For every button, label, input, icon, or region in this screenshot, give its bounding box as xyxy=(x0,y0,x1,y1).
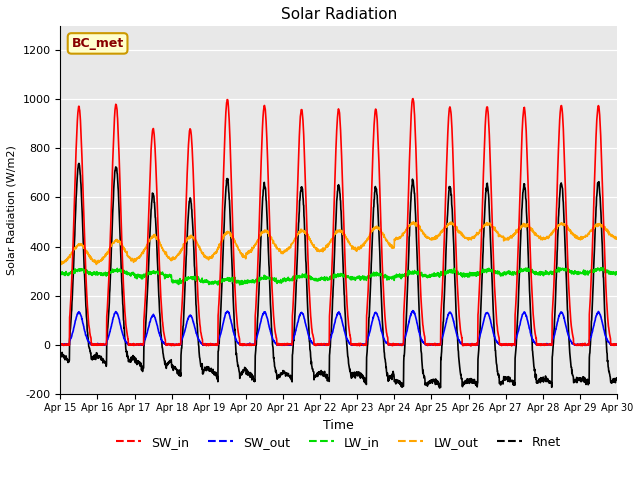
LW_in xyxy=(56,271,64,276)
SW_out xyxy=(56,342,64,348)
SW_out xyxy=(613,342,621,348)
Rnet xyxy=(367,271,375,277)
LW_out xyxy=(501,236,509,241)
LW_out xyxy=(367,229,375,235)
SW_in xyxy=(564,270,572,276)
Rnet xyxy=(436,385,444,391)
Y-axis label: Solar Radiation (W/m2): Solar Radiation (W/m2) xyxy=(7,145,17,275)
LW_in xyxy=(214,282,221,288)
SW_in xyxy=(212,341,220,347)
LW_in xyxy=(212,279,220,285)
SW_out xyxy=(564,332,572,338)
SW_in xyxy=(467,343,474,348)
LW_out xyxy=(580,235,588,240)
Rnet xyxy=(613,375,621,381)
Line: Rnet: Rnet xyxy=(60,163,617,388)
SW_in xyxy=(501,342,509,348)
LW_out xyxy=(564,227,572,233)
Rnet xyxy=(212,370,220,375)
SW_out xyxy=(580,341,588,347)
Line: LW_in: LW_in xyxy=(60,267,617,285)
LW_in xyxy=(367,273,375,279)
LW_out xyxy=(613,236,621,241)
SW_in xyxy=(409,96,417,101)
Rnet xyxy=(75,160,83,166)
LW_out xyxy=(410,219,417,225)
LW_in xyxy=(555,264,563,270)
LW_in xyxy=(500,272,508,277)
LW_out xyxy=(212,250,220,256)
SW_in xyxy=(355,341,362,347)
Title: Solar Radiation: Solar Radiation xyxy=(280,7,397,22)
Legend: SW_in, SW_out, LW_in, LW_out, Rnet: SW_in, SW_out, LW_in, LW_out, Rnet xyxy=(111,431,566,454)
Rnet xyxy=(355,373,363,379)
LW_in xyxy=(355,276,363,281)
SW_out xyxy=(501,342,509,348)
SW_out xyxy=(212,342,220,348)
Rnet xyxy=(564,321,572,326)
LW_in xyxy=(613,270,621,276)
Line: SW_in: SW_in xyxy=(60,98,617,346)
SW_in xyxy=(367,216,374,222)
X-axis label: Time: Time xyxy=(323,419,354,432)
Line: LW_out: LW_out xyxy=(60,222,617,265)
SW_out xyxy=(409,308,417,313)
SW_out xyxy=(355,341,363,347)
LW_out xyxy=(56,260,64,266)
Text: BC_met: BC_met xyxy=(72,37,124,50)
LW_in xyxy=(580,267,588,273)
Rnet xyxy=(580,374,588,380)
SW_in xyxy=(613,341,621,347)
SW_in xyxy=(56,341,64,347)
SW_out xyxy=(367,323,375,329)
Rnet xyxy=(56,351,64,357)
LW_in xyxy=(564,268,572,274)
Rnet xyxy=(501,377,509,383)
LW_out xyxy=(355,244,363,250)
SW_out xyxy=(63,342,70,348)
Line: SW_out: SW_out xyxy=(60,311,617,345)
SW_in xyxy=(580,341,588,347)
LW_out xyxy=(57,262,65,268)
